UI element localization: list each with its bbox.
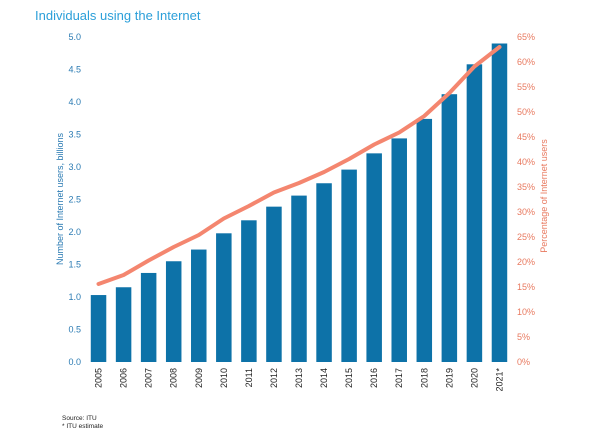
x-tick-label: 2012 — [269, 368, 279, 388]
x-tick-label: 2015 — [344, 368, 354, 388]
line-group — [96, 45, 502, 286]
bar-2019 — [441, 94, 458, 362]
right-tick-label: 25% — [517, 232, 535, 242]
right-tick-label: 20% — [517, 257, 535, 267]
x-tick-label: 2017 — [394, 368, 404, 388]
x-axis-ticks: 2005 2006 2007 2008 2009 2010 2011 2012 2013 2014… — [94, 368, 505, 392]
bar-2009 — [191, 249, 207, 362]
right-tick-label: 65% — [517, 32, 535, 42]
bar-2015 — [341, 169, 357, 362]
right-tick-label: 55% — [517, 82, 535, 92]
x-tick-label: 2021* — [494, 368, 504, 392]
right-tick-label: 10% — [517, 307, 535, 317]
x-tick-label: 2020 — [469, 368, 479, 388]
left-tick-label: 5.0 — [68, 32, 81, 42]
left-tick-label: 3.0 — [68, 162, 81, 172]
source-note: Source: ITU — [62, 415, 97, 422]
x-tick-label: 2006 — [119, 368, 129, 388]
right-tick-label: 40% — [517, 157, 535, 167]
right-tick-label: 35% — [517, 182, 535, 192]
right-tick-label: 0% — [517, 357, 530, 367]
right-tick-label: 15% — [517, 282, 535, 292]
left-tick-label: 0.5 — [68, 325, 81, 335]
x-tick-label: 2014 — [319, 368, 329, 388]
x-tick-label: 2013 — [294, 368, 304, 388]
bar-2017 — [391, 138, 407, 362]
x-tick-label: 2019 — [444, 368, 454, 388]
left-tick-label: 0.0 — [68, 357, 81, 367]
bar-2013 — [291, 195, 307, 362]
right-tick-label: 50% — [517, 107, 535, 117]
left-tick-label: 2.5 — [68, 195, 81, 205]
right-tick-label: 60% — [517, 57, 535, 67]
right-axis-ticks: 0% 5% 10% 15% 20% 25% 30% 35% 40% 45% 50% 55% 60% 65% — [517, 32, 535, 367]
left-axis-title: Number of Internet users, billions — [55, 132, 65, 265]
x-tick-label: 2011 — [244, 368, 254, 387]
x-tick-label: 2018 — [419, 368, 429, 388]
bar-2010 — [216, 233, 232, 362]
bar-2008 — [165, 261, 182, 362]
bar-2012 — [266, 206, 282, 362]
bar-2018 — [416, 118, 433, 363]
x-tick-label: 2008 — [169, 368, 179, 388]
x-tick-label: 2007 — [144, 368, 154, 388]
left-tick-label: 1.0 — [68, 292, 81, 302]
left-axis-ticks: 0.0 0.5 1.0 1.5 2.0 2.5 3.0 3.5 4.0 4.5 5.0 — [68, 32, 81, 367]
x-tick-label: 2010 — [219, 368, 229, 388]
left-tick-label: 4.0 — [68, 97, 81, 107]
bar-2006 — [115, 287, 132, 362]
bars-group — [90, 43, 508, 363]
estimate-note: * ITU estimate — [62, 423, 104, 430]
x-tick-label: 2005 — [94, 368, 104, 388]
bar-2011 — [241, 220, 257, 362]
right-tick-label: 30% — [517, 207, 535, 217]
chart-title: Individuals using the Internet — [35, 8, 201, 23]
left-tick-label: 4.5 — [68, 65, 81, 75]
bar-2007 — [140, 272, 157, 362]
right-axis-title: Percentage of Internet users — [539, 139, 549, 253]
bar-2014 — [316, 183, 332, 362]
left-tick-label: 2.0 — [68, 227, 81, 237]
bar-2020 — [466, 64, 483, 363]
x-tick-label: 2009 — [194, 368, 204, 388]
right-tick-label: 5% — [517, 332, 530, 342]
bar-2016 — [366, 153, 382, 362]
right-tick-label: 45% — [517, 132, 535, 142]
left-tick-label: 1.5 — [68, 260, 81, 270]
left-tick-label: 3.5 — [68, 130, 81, 140]
bar-2005 — [90, 295, 107, 362]
x-tick-label: 2016 — [369, 368, 379, 388]
bar-2021 — [491, 43, 508, 362]
